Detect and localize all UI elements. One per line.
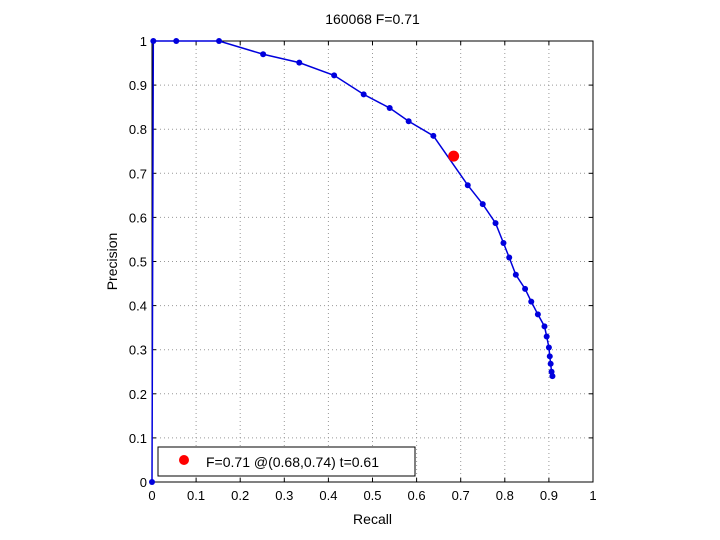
data-point [331, 72, 338, 79]
data-point [546, 353, 553, 360]
chart-title: 160068 F=0.71 [325, 11, 420, 27]
y-tick-label: 0.5 [129, 255, 147, 270]
data-point [150, 38, 157, 44]
data-point [296, 59, 303, 66]
data-point [216, 38, 223, 44]
x-tick-label: 0.5 [363, 488, 381, 503]
series-layer [149, 38, 556, 485]
data-point [500, 239, 507, 246]
data-point [430, 132, 437, 139]
y-tick-label: 0.3 [129, 343, 147, 358]
data-point [506, 254, 513, 261]
data-point [479, 201, 486, 208]
x-axis-title: Recall [353, 511, 392, 527]
y-tick-label: 0.8 [129, 122, 147, 137]
x-tick-label: 0.4 [319, 488, 337, 503]
data-point [149, 479, 155, 485]
data-point [522, 285, 529, 292]
y-tick-label: 1 [140, 34, 147, 49]
x-tick-label: 1 [589, 488, 596, 503]
data-point [260, 51, 267, 58]
data-point [549, 373, 556, 380]
y-tick-label: 0.7 [129, 166, 147, 181]
data-point [405, 118, 412, 125]
optimal-f-point [448, 150, 460, 162]
y-tick-label: 0 [140, 475, 147, 490]
x-tick-label: 0.8 [496, 488, 514, 503]
x-tick-label: 0 [148, 488, 155, 503]
y-axis-title: Precision [104, 233, 120, 291]
axis-ticks: 0 0.1 0.2 0.3 0.4 0.5 0.6 0.7 0.8 0.9 1 0 0.1 0.2 0.3 0… [129, 34, 597, 503]
data-point [545, 344, 552, 351]
highlight-layer [448, 150, 460, 162]
x-tick-label: 0.6 [408, 488, 426, 503]
y-tick-label: 0.6 [129, 210, 147, 225]
x-tick-label: 0.2 [231, 488, 249, 503]
data-point [528, 298, 535, 305]
x-tick-label: 0.1 [187, 488, 205, 503]
data-point [173, 38, 180, 44]
data-point [534, 311, 541, 318]
data-point [360, 91, 367, 98]
legend-box [157, 446, 416, 477]
legend-marker [179, 455, 189, 465]
x-tick-label: 0.3 [275, 488, 293, 503]
grid [152, 41, 593, 482]
data-point [492, 220, 499, 227]
legend-label: F=0.71 @(0.68,0.74) t=0.61 [206, 454, 379, 470]
x-tick-label: 0.7 [452, 488, 470, 503]
y-tick-label: 0.4 [129, 299, 147, 314]
y-tick-label: 0.9 [129, 78, 147, 93]
data-point [386, 105, 393, 112]
data-point [512, 271, 519, 278]
x-tick-label: 0.9 [540, 488, 558, 503]
y-tick-label: 0.2 [129, 387, 147, 402]
data-point [541, 323, 548, 330]
data-point [547, 360, 554, 367]
data-point [543, 333, 550, 340]
legend: F=0.71 @(0.68,0.74) t=0.61 [157, 446, 416, 477]
data-point [464, 182, 471, 189]
y-tick-label: 0.1 [129, 431, 147, 446]
